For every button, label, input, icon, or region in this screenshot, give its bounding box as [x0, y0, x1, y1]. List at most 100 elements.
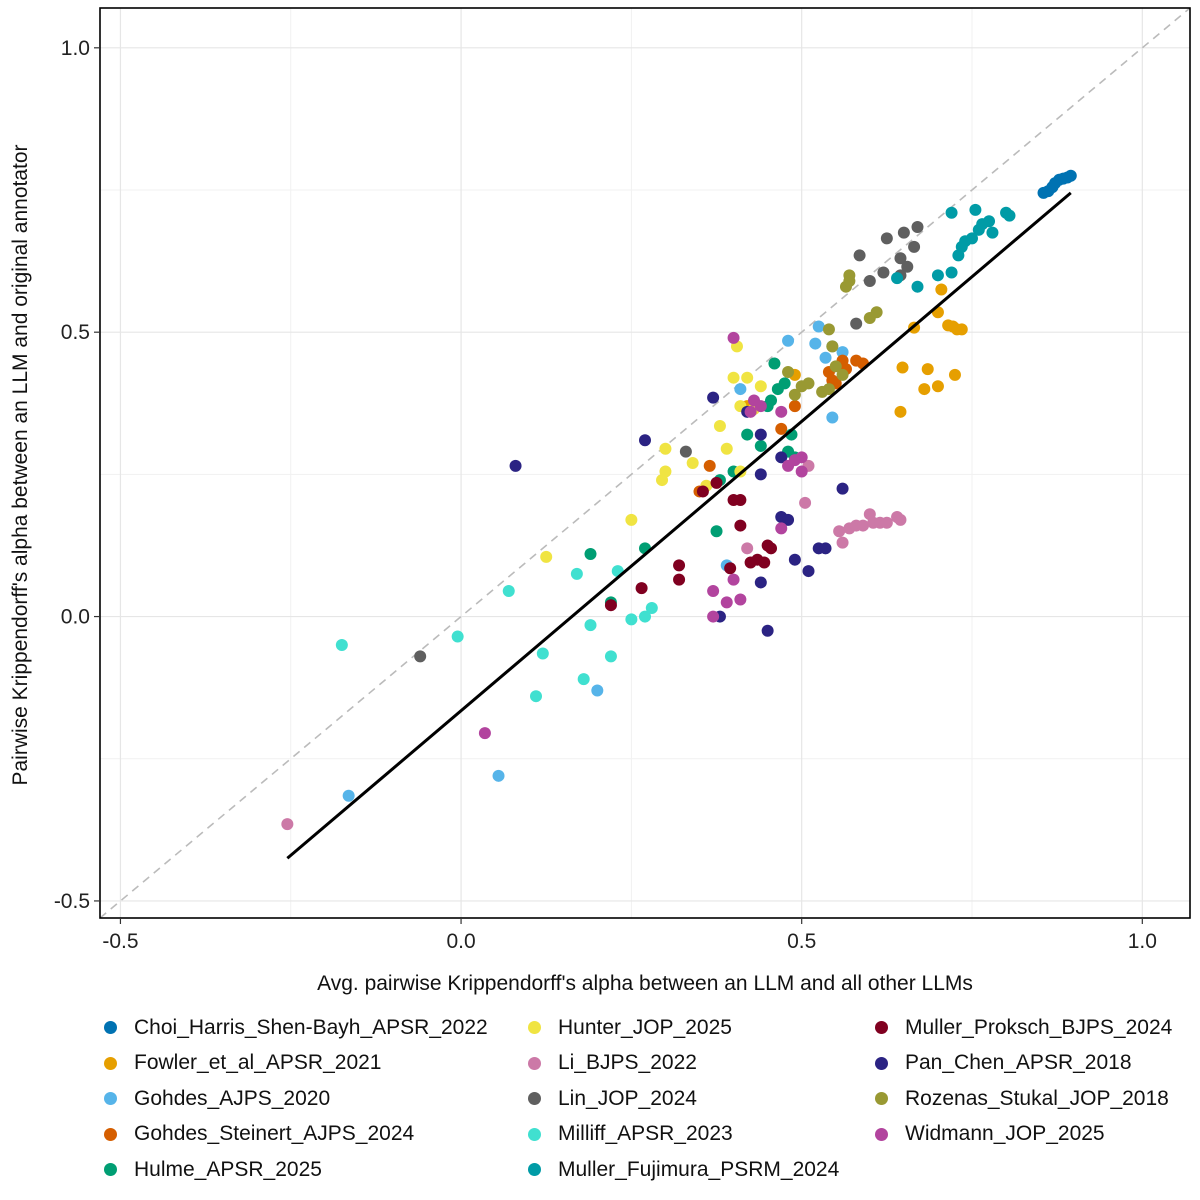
data-point: [836, 346, 849, 359]
x-axis-title: Avg. pairwise Krippendorff's alpha betwe…: [317, 972, 973, 995]
legend-label: Widmann_JOP_2025: [905, 1122, 1105, 1146]
data-point: [955, 240, 968, 253]
data-point: [908, 240, 921, 253]
legend-column-3: Muller_Proksch_BJPS_2024 Pan_Chen_APSR_2…: [875, 1010, 1172, 1152]
legend-item: Muller_Proksch_BJPS_2024: [875, 1010, 1172, 1046]
legend-label: Pan_Chen_APSR_2018: [905, 1051, 1132, 1075]
legend-item: Lin_JOP_2024: [528, 1081, 839, 1117]
data-point: [765, 542, 778, 555]
y-tick-label: 0.0: [61, 606, 90, 629]
data-point: [948, 368, 961, 381]
data-point: [635, 582, 648, 595]
data-point: [335, 639, 348, 651]
data-point: [734, 593, 747, 606]
legend-label: Li_BJPS_2022: [558, 1051, 697, 1075]
data-point: [894, 252, 907, 265]
legend-swatch: [528, 1127, 541, 1141]
legend-column-2: Hunter_JOP_2025 Li_BJPS_2022 Lin_JOP_202…: [528, 1010, 839, 1188]
legend-swatch: [104, 1056, 117, 1070]
data-point: [451, 630, 464, 643]
data-point: [826, 340, 839, 353]
data-point: [761, 624, 774, 637]
data-point: [833, 525, 846, 538]
data-point: [625, 613, 638, 626]
data-point: [754, 400, 767, 413]
legend-item: Gohdes_Steinert_AJPS_2024: [104, 1117, 488, 1153]
legend-label: Fowler_et_al_APSR_2021: [134, 1051, 382, 1075]
data-point: [897, 226, 910, 239]
data-point: [775, 522, 788, 535]
data-point: [591, 684, 604, 697]
legend-item: Pan_Chen_APSR_2018: [875, 1046, 1172, 1082]
legend-item: Li_BJPS_2022: [528, 1046, 839, 1082]
data-point: [530, 690, 542, 703]
legend-label: Lin_JOP_2024: [558, 1086, 697, 1110]
data-point: [625, 513, 638, 526]
data-point: [809, 337, 822, 350]
data-point: [1003, 209, 1016, 222]
data-point: [966, 232, 978, 245]
data-point: [945, 266, 958, 279]
legend-item: Hunter_JOP_2025: [528, 1010, 839, 1046]
legend-item: Fowler_et_al_APSR_2021: [104, 1046, 488, 1082]
data-point: [584, 619, 597, 632]
legend-swatch: [875, 1056, 888, 1070]
data-point: [1064, 169, 1077, 182]
data-point: [707, 391, 720, 404]
data-point: [734, 493, 747, 506]
data-point: [983, 215, 996, 228]
data-point: [836, 482, 849, 495]
legend-item: Muller_Fujimura_PSRM_2024: [528, 1152, 839, 1188]
reference-line-layer: [99, 7, 1191, 919]
identity-reference-line: [99, 7, 1191, 919]
data-point: [911, 220, 924, 233]
data-point: [659, 442, 672, 455]
data-point: [836, 368, 849, 381]
data-point: [478, 727, 491, 740]
y-axis-title: Pairwise Krippendorff's alpha between an…: [9, 144, 32, 785]
legend-item: Widmann_JOP_2025: [875, 1117, 1172, 1153]
data-point: [744, 405, 757, 418]
data-point: [812, 320, 825, 333]
y-tick-label: -0.5: [54, 890, 90, 913]
legend-item: Choi_Harris_Shen-Bayh_APSR_2022: [104, 1010, 488, 1046]
data-point: [754, 380, 767, 393]
data-point: [727, 331, 740, 344]
data-point: [734, 383, 747, 396]
legend-swatch: [528, 1092, 541, 1106]
data-point: [782, 366, 795, 378]
data-point: [604, 599, 617, 612]
legend-label: Milliff_APSR_2023: [558, 1122, 733, 1146]
x-tick-label: 1.0: [1128, 930, 1157, 953]
data-point: [901, 260, 914, 273]
data-point: [896, 361, 909, 374]
data-point: [931, 269, 944, 282]
data-point: [775, 451, 788, 464]
data-point: [788, 400, 801, 413]
legend-item: Rozenas_Stukal_JOP_2018: [875, 1081, 1172, 1117]
data-point: [509, 459, 522, 472]
y-tick-label: 1.0: [61, 37, 90, 60]
data-point: [741, 542, 754, 555]
data-point: [802, 377, 815, 390]
data-point: [754, 439, 767, 452]
data-point: [414, 650, 427, 663]
x-tick-label: -0.5: [102, 930, 138, 953]
data-point: [945, 206, 958, 219]
data-point: [727, 573, 740, 586]
legend-label: Gohdes_Steinert_AJPS_2024: [134, 1122, 415, 1146]
legend-label: Muller_Proksch_BJPS_2024: [905, 1015, 1173, 1039]
fit-line-layer: [286, 191, 1072, 860]
grid: [100, 8, 1190, 918]
data-point: [281, 818, 294, 831]
data-points: [281, 169, 1077, 831]
data-point: [819, 351, 832, 364]
data-point: [639, 434, 651, 447]
data-point: [880, 516, 893, 529]
scatter-chart: -0.5 0.0 0.5 1.0 -0.5 0.0 0.5 1.0 Avg. pairwise…: [9, 7, 1191, 995]
data-point: [727, 371, 740, 384]
legend-item: Hulme_APSR_2025: [104, 1152, 488, 1188]
data-point: [911, 280, 924, 293]
data-point: [754, 576, 767, 589]
data-point: [570, 567, 583, 580]
